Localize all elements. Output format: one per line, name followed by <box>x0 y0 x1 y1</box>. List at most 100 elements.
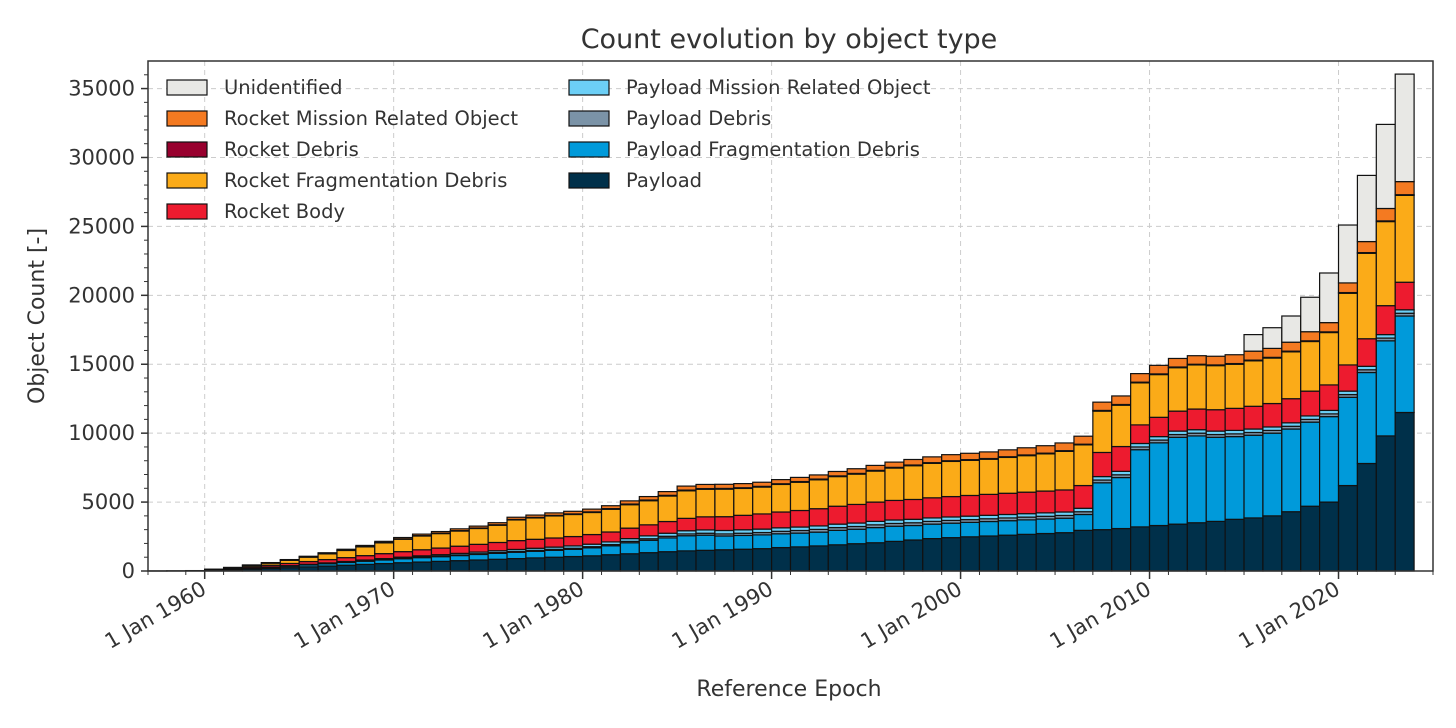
bar-segment <box>638 552 659 572</box>
bar-segment <box>1016 491 1037 515</box>
bar-segment <box>695 516 716 531</box>
bar-segment <box>582 547 603 557</box>
bar-segment <box>789 481 810 512</box>
bar-segment <box>1319 416 1340 503</box>
bar-segment <box>771 511 792 529</box>
bar-segment <box>449 528 470 532</box>
bar-segment <box>1205 355 1226 366</box>
bar-segment <box>1375 220 1396 307</box>
bar-segment <box>1356 462 1377 572</box>
y-tick-label: 35000 <box>68 77 135 101</box>
legend-label: Unidentified <box>224 76 343 99</box>
bar-segment <box>846 528 867 545</box>
legend-swatch <box>166 172 208 189</box>
bar-segment <box>1224 354 1245 365</box>
bar-segment <box>430 530 451 534</box>
y-tick-label: 0 <box>122 559 135 583</box>
bar-segment <box>865 470 886 503</box>
x-tick-label: 1 Jan 2010 <box>1046 577 1155 654</box>
bar-segment <box>1186 522 1207 572</box>
bar-segment <box>752 481 773 487</box>
bar-segment <box>997 456 1018 494</box>
bar-segment <box>468 525 489 529</box>
bar-segment <box>771 479 792 485</box>
bar-segment <box>1186 435 1207 524</box>
bar-segment <box>714 535 735 551</box>
bar-segment <box>1111 527 1132 572</box>
y-tick-label: 25000 <box>68 214 135 238</box>
bar-segment <box>1148 364 1170 375</box>
bar-segment <box>1262 327 1283 349</box>
x-tick-label: 1 Jan 1980 <box>479 577 588 654</box>
bar-segment <box>1054 442 1075 452</box>
bar-segment <box>468 543 489 553</box>
bar-segment <box>1262 357 1283 405</box>
bar-segment <box>884 525 905 542</box>
y-axis-label: Object Count [-] <box>25 228 50 404</box>
bar-segment <box>676 485 697 491</box>
bar-segment <box>733 487 754 516</box>
bar-segment <box>1130 382 1151 426</box>
bar-segment <box>1300 390 1321 417</box>
bar-segment <box>336 564 357 572</box>
bar-segment <box>1092 410 1113 454</box>
bar-segment <box>600 508 622 533</box>
bar-segment <box>1224 518 1245 572</box>
bar-segment <box>411 561 433 572</box>
bar-segment <box>1092 529 1113 572</box>
bar-segment <box>676 490 697 519</box>
bar-segment <box>941 537 962 572</box>
bar-segment <box>336 549 357 559</box>
bar-segment <box>1054 450 1075 491</box>
bar-segment <box>884 499 905 521</box>
bar-segment <box>1092 482 1113 531</box>
legend-label: Rocket Debris <box>224 138 359 161</box>
bar-segment <box>789 476 810 483</box>
bar-segment <box>563 510 584 515</box>
bar-segment <box>619 504 640 529</box>
bar-segment <box>1300 505 1321 572</box>
bar-segment <box>959 459 981 497</box>
bar-segment <box>1262 347 1283 358</box>
bar-segment <box>1016 519 1037 535</box>
legend-label: Rocket Body <box>224 200 345 223</box>
bar-segment <box>1016 447 1037 456</box>
bar-segment <box>1035 518 1056 535</box>
bar-segment <box>393 538 414 553</box>
legend-swatch <box>166 203 208 220</box>
bar-segment <box>827 529 848 546</box>
bar-segment <box>959 521 981 538</box>
bar-segment <box>1356 252 1377 340</box>
bar-segment <box>1319 384 1340 412</box>
x-axis-label: Reference Epoch <box>696 677 881 702</box>
bar-segment <box>544 512 565 516</box>
bar-segment <box>733 514 754 531</box>
bar-segment <box>544 515 565 539</box>
bar-segment <box>1130 424 1151 445</box>
bar-segment <box>600 531 622 543</box>
bar-segment <box>1148 524 1170 572</box>
bar-segment <box>1319 331 1340 386</box>
bar-segment <box>506 557 527 572</box>
bar-segment <box>487 552 508 560</box>
bar-segment <box>1375 207 1396 222</box>
bar-segment <box>1243 434 1264 519</box>
bar-segment <box>1281 428 1302 513</box>
bar-segment <box>1262 432 1283 517</box>
bar-segment <box>1130 449 1151 528</box>
bar-segment <box>695 483 716 490</box>
bar-segment <box>771 546 792 572</box>
bar-segment <box>941 522 962 539</box>
bar-segment <box>752 513 773 530</box>
bar-segment <box>317 553 338 561</box>
bar-segment <box>1394 181 1415 196</box>
bar-segment <box>903 524 924 541</box>
bar-segment <box>582 555 603 572</box>
bar-segment <box>1016 533 1037 572</box>
bar-segment <box>1167 436 1188 525</box>
bar-segment <box>789 509 810 528</box>
bar-segment <box>1130 373 1151 383</box>
bar-segment <box>922 497 943 519</box>
bar-segment <box>1035 490 1056 514</box>
